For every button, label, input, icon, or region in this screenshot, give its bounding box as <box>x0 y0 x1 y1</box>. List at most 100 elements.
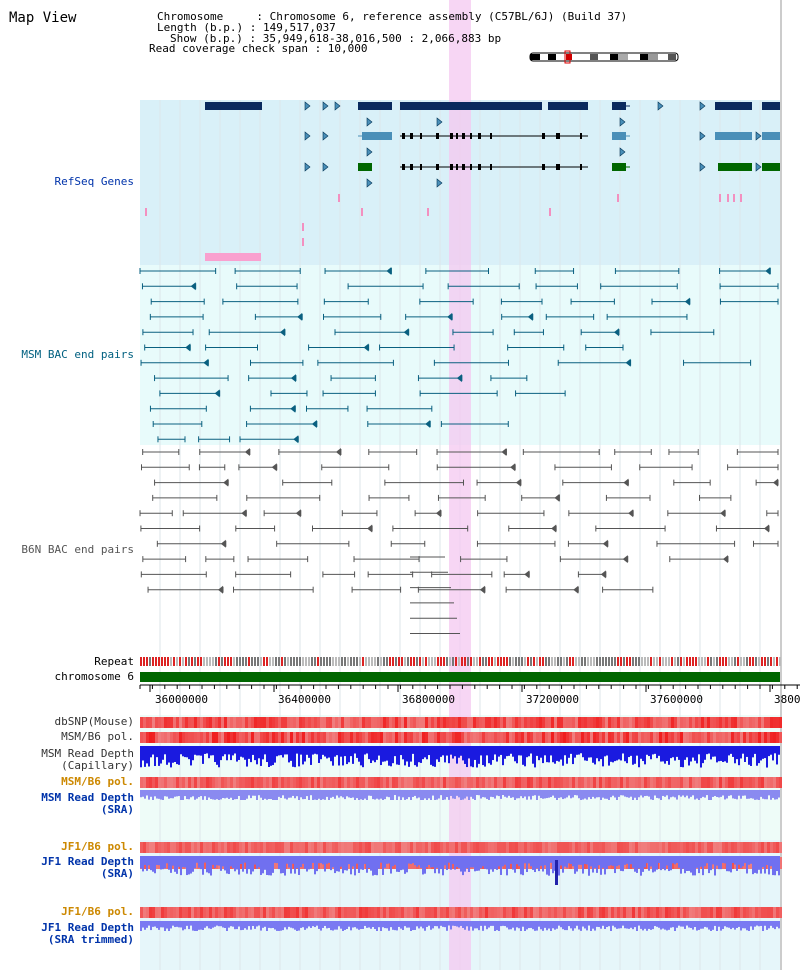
depth-bar <box>236 856 238 870</box>
depth-bar <box>608 790 610 800</box>
depth-bar <box>650 746 652 760</box>
depth-bar <box>490 921 492 926</box>
bac-pair-arrow <box>363 343 369 352</box>
depth-bar <box>668 790 670 800</box>
bac-pair-arrow <box>720 509 726 518</box>
depth-bar <box>220 856 222 871</box>
heat-cell <box>281 717 284 728</box>
depth-bar <box>194 921 196 931</box>
heat-cell <box>152 732 155 743</box>
depth-bar <box>192 790 194 797</box>
repeat-mark <box>599 657 601 666</box>
heat-cell <box>587 717 590 728</box>
depth-bar <box>336 856 338 872</box>
heat-cell <box>164 777 167 788</box>
track-label-msm-depth-cap[interactable]: MSM Read Depth <box>41 747 134 760</box>
depth-bar <box>594 746 596 765</box>
heat-cell <box>209 717 212 728</box>
heat-cell <box>389 842 392 853</box>
depth-bar <box>432 790 434 796</box>
depth-bar <box>158 790 160 799</box>
gene-exon <box>436 133 439 139</box>
depth-bar <box>156 856 158 865</box>
depth-bar <box>616 856 618 867</box>
repeat-mark <box>578 657 580 666</box>
depth-bar <box>626 921 628 929</box>
depth-bar <box>542 921 544 931</box>
depth-bar <box>168 921 170 931</box>
heat-cell <box>335 907 338 918</box>
depth-bar <box>208 746 210 759</box>
depth-bar <box>216 856 218 866</box>
depth-bar <box>160 856 162 870</box>
depth-bar <box>472 790 474 799</box>
depth-bar <box>164 790 166 797</box>
track-label-jf1-depth-trim[interactable]: JF1 Read Depth <box>41 921 134 934</box>
depth-bar <box>512 921 514 928</box>
depth-bar <box>526 746 528 758</box>
track-label-dbsnp[interactable]: dbSNP(Mouse) <box>54 715 134 728</box>
track-label-msm-b6-pol-2[interactable]: MSM/B6 pol. <box>61 775 134 788</box>
heat-cell <box>356 777 359 788</box>
heat-cell <box>338 732 341 743</box>
depth-bar <box>344 790 346 800</box>
depth-bar <box>390 790 392 800</box>
depth-bar <box>530 921 532 928</box>
repeat-mark <box>674 657 676 666</box>
heat-cell <box>368 717 371 728</box>
heat-cell <box>206 842 209 853</box>
repeat-mark <box>287 657 289 666</box>
depth-bar <box>730 856 732 873</box>
depth-bar <box>700 856 702 867</box>
repeat-mark <box>395 657 397 666</box>
heat-cell <box>704 717 707 728</box>
ideogram-band <box>566 54 572 60</box>
heat-cell <box>278 717 281 728</box>
heat-cell <box>200 907 203 918</box>
track-label-jf1-b6-pol-2[interactable]: JF1/B6 pol. <box>61 905 134 918</box>
heat-cell <box>410 842 413 853</box>
heat-cell <box>479 842 482 853</box>
gene-exon <box>420 164 422 170</box>
gene-exon <box>450 164 453 170</box>
heat-cell <box>314 907 317 918</box>
track-label-jf1-depth-sra[interactable]: JF1 Read Depth <box>41 855 134 868</box>
heat-cell <box>326 777 329 788</box>
heat-cell <box>590 842 593 853</box>
track-label-msm-b6-pol[interactable]: MSM/B6 pol. <box>61 730 134 743</box>
track-label-msm-depth-sra[interactable]: MSM Read Depth <box>41 791 134 804</box>
track-label-refseq[interactable]: RefSeq Genes <box>54 175 134 188</box>
depth-bar <box>286 921 288 930</box>
depth-bar <box>638 746 640 768</box>
depth-bar <box>664 921 666 930</box>
heat-cell <box>776 717 779 728</box>
repeat-mark <box>341 657 343 666</box>
heat-cell <box>203 717 206 728</box>
track-label-msm-bac[interactable]: MSM BAC end pairs <box>21 348 134 361</box>
heat-cell <box>605 777 608 788</box>
repeat-mark <box>470 657 472 666</box>
depth-bar <box>360 921 362 930</box>
heat-cell <box>656 907 659 918</box>
track-label-b6n-bac[interactable]: B6N BAC end pairs <box>21 543 134 556</box>
heat-cell <box>725 717 728 728</box>
depth-bar <box>618 856 620 866</box>
repeat-mark <box>464 657 466 666</box>
heat-cell <box>371 732 374 743</box>
heat-cell <box>632 842 635 853</box>
heat-cell <box>203 732 206 743</box>
heat-cell <box>212 907 215 918</box>
depth-bar <box>406 746 408 762</box>
depth-bar <box>536 921 538 931</box>
heat-cell <box>236 907 239 918</box>
heat-cell <box>227 907 230 918</box>
depth-bar <box>156 921 158 929</box>
heat-cell <box>473 732 476 743</box>
depth-bar <box>468 790 470 800</box>
track-label-jf1-b6-pol[interactable]: JF1/B6 pol. <box>61 840 134 853</box>
depth-bar <box>566 856 568 868</box>
depth-bar <box>748 921 750 931</box>
heat-cell <box>410 732 413 743</box>
repeat-mark <box>635 657 637 666</box>
depth-bar <box>212 790 214 800</box>
